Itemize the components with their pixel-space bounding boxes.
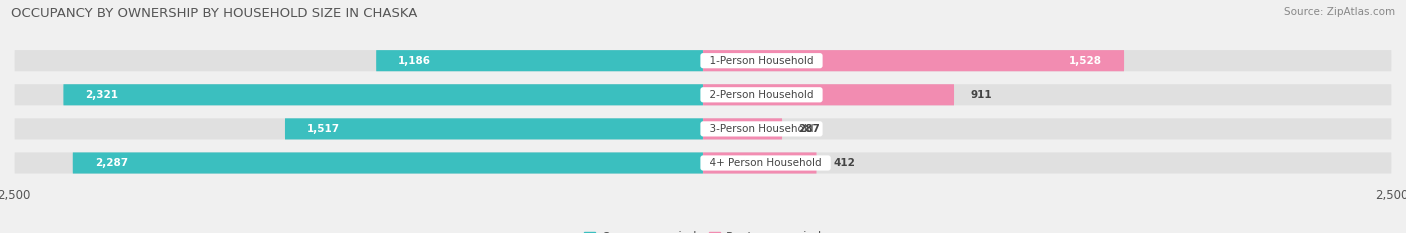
FancyBboxPatch shape (14, 118, 1392, 140)
Text: 2,321: 2,321 (86, 90, 118, 100)
FancyBboxPatch shape (703, 118, 782, 140)
Text: 2,287: 2,287 (94, 158, 128, 168)
FancyBboxPatch shape (703, 50, 1123, 71)
FancyBboxPatch shape (703, 84, 955, 105)
Text: 3-Person Household: 3-Person Household (703, 124, 820, 134)
Text: 1,517: 1,517 (307, 124, 340, 134)
FancyBboxPatch shape (73, 152, 703, 174)
Text: 1,528: 1,528 (1069, 56, 1102, 66)
Text: OCCUPANCY BY OWNERSHIP BY HOUSEHOLD SIZE IN CHASKA: OCCUPANCY BY OWNERSHIP BY HOUSEHOLD SIZE… (11, 7, 418, 20)
FancyBboxPatch shape (285, 118, 703, 140)
FancyBboxPatch shape (703, 152, 817, 174)
FancyBboxPatch shape (63, 84, 703, 105)
Text: 2-Person Household: 2-Person Household (703, 90, 820, 100)
FancyBboxPatch shape (14, 152, 1392, 174)
Text: 4+ Person Household: 4+ Person Household (703, 158, 828, 168)
Text: 1,186: 1,186 (398, 56, 432, 66)
Text: 412: 412 (834, 158, 855, 168)
FancyBboxPatch shape (377, 50, 703, 71)
Text: 1-Person Household: 1-Person Household (703, 56, 820, 66)
FancyBboxPatch shape (14, 84, 1392, 105)
FancyBboxPatch shape (14, 50, 1392, 71)
Legend: Owner-occupied, Renter-occupied: Owner-occupied, Renter-occupied (579, 226, 827, 233)
Text: Source: ZipAtlas.com: Source: ZipAtlas.com (1284, 7, 1395, 17)
Text: 287: 287 (799, 124, 821, 134)
Text: 911: 911 (970, 90, 993, 100)
